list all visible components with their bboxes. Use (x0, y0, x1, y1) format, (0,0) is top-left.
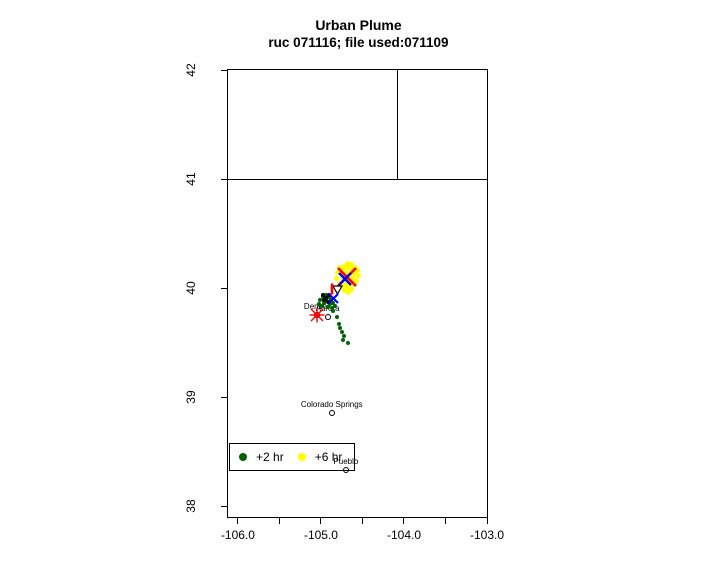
x-axis-tick (237, 518, 239, 524)
plume-dot-plume6hr (340, 267, 346, 273)
blue-x-marker-1 (338, 272, 352, 286)
y-axis-tick (221, 69, 228, 71)
chart-title: Urban Plume (315, 17, 402, 33)
plume-dot-plume6hr (349, 267, 355, 273)
x-axis-tick (278, 518, 280, 524)
blue-x-marker-1-icon (338, 272, 352, 286)
plume-dot-plume2hr (327, 301, 333, 307)
chart-subtitle: ruc 071116; file used:071109 (268, 35, 449, 50)
x-axis-tick-label: -104.0 (386, 528, 421, 542)
state-border-104w (396, 70, 398, 180)
plume-dot-plume6hr (343, 269, 349, 275)
plume-dot-plume6hr (354, 268, 360, 274)
open-triangle-marker-icon (332, 285, 344, 296)
plume-dot-plume2hr (345, 340, 351, 346)
plume-dot-plume2hr (334, 314, 340, 320)
plume-dot-plume6hr (346, 282, 352, 288)
plume-dot-plume2hr (337, 325, 343, 331)
x-axis-tick (486, 518, 488, 524)
plume-dot-plume6hr (341, 288, 347, 294)
plume-dot-plume6hr (353, 278, 359, 284)
y-axis-tick-label: 39 (184, 390, 198, 404)
plume-dot-plume2hr (339, 329, 345, 335)
x-axis-tick (361, 518, 363, 524)
city-label-colorado-springs: Colorado Springs (300, 400, 363, 410)
plume-dot-plume6hr (341, 263, 347, 269)
legend-label-6hr: +6 hr (314, 450, 343, 464)
plume-dot-plume6hr (352, 264, 358, 270)
plume-dot-plume2hr (329, 305, 335, 311)
y-axis-tick (221, 505, 228, 507)
y-axis-tick-label: 38 (184, 499, 198, 513)
x-axis-tick-label: -103.0 (469, 528, 505, 542)
plume-dot-plume6hr (350, 275, 356, 281)
plume-dot-plume6hr (348, 286, 354, 292)
release-site-asterisk (309, 307, 325, 323)
red-segment-marker-icon (330, 283, 334, 295)
blue-x-marker-2-icon (327, 292, 339, 304)
plume-dot-plume6hr (345, 265, 351, 271)
x-axis-tick-label: -106.0 (220, 528, 255, 542)
plume-dot-plume2hr (336, 321, 342, 327)
x-axis-tick-label: -105.0 (303, 528, 338, 542)
legend-box: +2 hr +6 hr (229, 443, 355, 471)
plume-dot-plume6hr (335, 269, 341, 275)
plume-dot-plume2hr (316, 301, 322, 307)
plume-dot-plume6hr (356, 273, 362, 279)
plume-dot-plume6hr (342, 281, 348, 287)
plume-dot-plume6hr (346, 274, 352, 280)
plume-dot-plume2hr (319, 303, 325, 309)
chart-title-block: Urban Plume ruc 071116; file used:071109 (228, 17, 489, 51)
city-label-pueblo: Pueblo (333, 457, 359, 467)
release-site-asterisk-icon (309, 307, 325, 323)
plume-dot-plume2hr (330, 300, 336, 306)
plume-dot-plume6hr (351, 271, 357, 277)
plume-dot-plume2hr (323, 292, 329, 298)
x-axis-tick (320, 518, 322, 524)
state-border-41n (228, 178, 487, 180)
plume-dot-plume2hr (341, 333, 347, 339)
plume-dot-plumestart (321, 293, 326, 298)
plume-dot-plume2hr (330, 308, 336, 314)
city-marker-aurora (324, 314, 331, 321)
city-label-denver: Denver (303, 302, 330, 312)
x-axis-tick (444, 518, 446, 524)
city-marker-colorado-springs (328, 410, 335, 417)
y-axis-tick (221, 396, 228, 398)
red-segment-marker (326, 282, 338, 295)
plume-dot-plume6hr (344, 285, 350, 291)
plume-dot-plumestart (322, 297, 327, 302)
plume-dot-plume2hr (317, 297, 323, 303)
plume-dot-plume6hr (337, 265, 343, 271)
plot-area: +2 hr +6 hr DenverAuroraColorado Springs… (227, 69, 488, 518)
plume-dot-plumestart (324, 295, 329, 300)
y-axis-tick-label: 41 (184, 172, 198, 186)
city-marker-pueblo (342, 467, 349, 474)
y-axis-tick-label: 42 (184, 63, 198, 77)
plume-dot-plume2hr (321, 300, 327, 306)
legend-dot-2hr (239, 453, 247, 461)
legend-dot-6hr (297, 453, 306, 461)
blue-x-marker-2 (327, 291, 339, 304)
plume-dot-plume6hr (348, 262, 354, 268)
x-axis-tick (403, 518, 405, 524)
plume-dot-plume6hr (345, 290, 351, 296)
plume-dot-plume6hr (334, 275, 340, 281)
legend-label-2hr: +2 hr (256, 450, 284, 464)
y-axis-tick (221, 178, 228, 180)
plume-dot-plume6hr (344, 261, 350, 267)
plume-dot-plume2hr (325, 304, 331, 310)
y-axis-tick-label: 40 (184, 281, 198, 295)
y-axis-tick (221, 287, 228, 289)
open-triangle-marker (332, 283, 344, 296)
plume-dot-plume2hr (340, 337, 346, 343)
plume-dot-plume2hr (332, 303, 338, 309)
